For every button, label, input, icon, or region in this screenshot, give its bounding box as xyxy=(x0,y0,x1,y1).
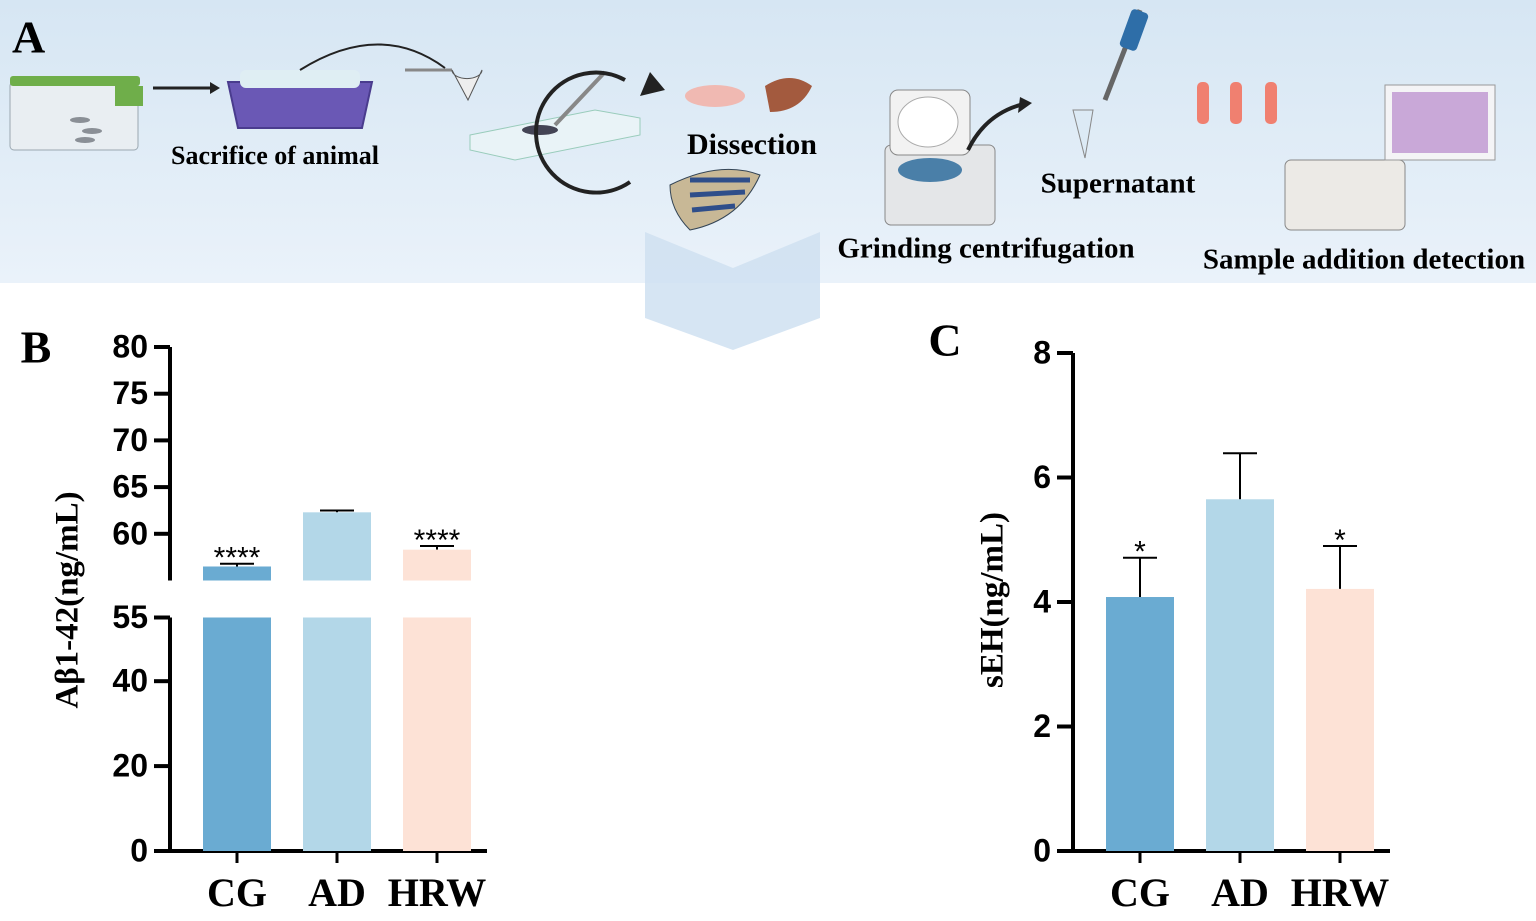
y-tick-label: 0 xyxy=(1033,832,1051,868)
panel-label: C xyxy=(928,315,961,366)
panel-a-background xyxy=(0,0,1536,283)
y-tick-label: 4 xyxy=(1033,583,1051,619)
x-tick-label: HRW xyxy=(1291,870,1390,915)
significance-label: **** xyxy=(214,542,261,575)
x-tick-label: HRW xyxy=(388,870,487,915)
bar xyxy=(303,512,371,581)
bar xyxy=(1106,597,1174,851)
x-tick-label: AD xyxy=(1211,870,1269,915)
bar xyxy=(1306,588,1374,851)
x-tick-label: AD xyxy=(308,870,366,915)
y-tick-label: 8 xyxy=(1033,334,1051,370)
step-label: Sample addition detection xyxy=(1203,244,1525,276)
y-tick-label: 20 xyxy=(112,748,148,784)
x-tick-label: CG xyxy=(1110,870,1170,915)
y-tick-label: 65 xyxy=(112,469,148,505)
y-tick-label: 0 xyxy=(130,832,148,868)
y-tick-label: 40 xyxy=(112,663,148,699)
y-axis-title: Aβ1-42(ng/mL) xyxy=(50,491,86,708)
y-tick-label: 70 xyxy=(112,422,148,458)
bar-lower xyxy=(403,617,471,851)
bar xyxy=(403,549,471,581)
step-label: Sacrifice of animal xyxy=(171,141,379,170)
significance-label: * xyxy=(1134,536,1146,569)
significance-label: * xyxy=(1334,524,1346,557)
y-tick-label: 80 xyxy=(112,328,148,364)
bar xyxy=(1206,499,1274,851)
step-label: Dissection xyxy=(687,128,817,161)
step-label: Supernatant xyxy=(1041,168,1196,200)
bar-lower xyxy=(203,617,271,851)
y-tick-label: 6 xyxy=(1033,459,1051,495)
y-tick-label: 75 xyxy=(112,375,148,411)
y-tick-label: 2 xyxy=(1033,708,1051,744)
y-tick-label: 55 xyxy=(112,599,148,635)
significance-label: **** xyxy=(414,524,461,557)
panel-label: A xyxy=(12,12,45,63)
bar xyxy=(203,566,271,581)
y-axis-title: sEH(ng/mL) xyxy=(975,512,1011,688)
flow-arrow xyxy=(645,232,820,350)
panel-label: B xyxy=(21,322,52,373)
x-tick-label: CG xyxy=(207,870,267,915)
y-tick-label: 60 xyxy=(112,515,148,551)
workflow-icons xyxy=(9,9,1496,231)
bar-lower xyxy=(303,617,371,851)
step-label: Grinding centrifugation xyxy=(837,233,1134,265)
